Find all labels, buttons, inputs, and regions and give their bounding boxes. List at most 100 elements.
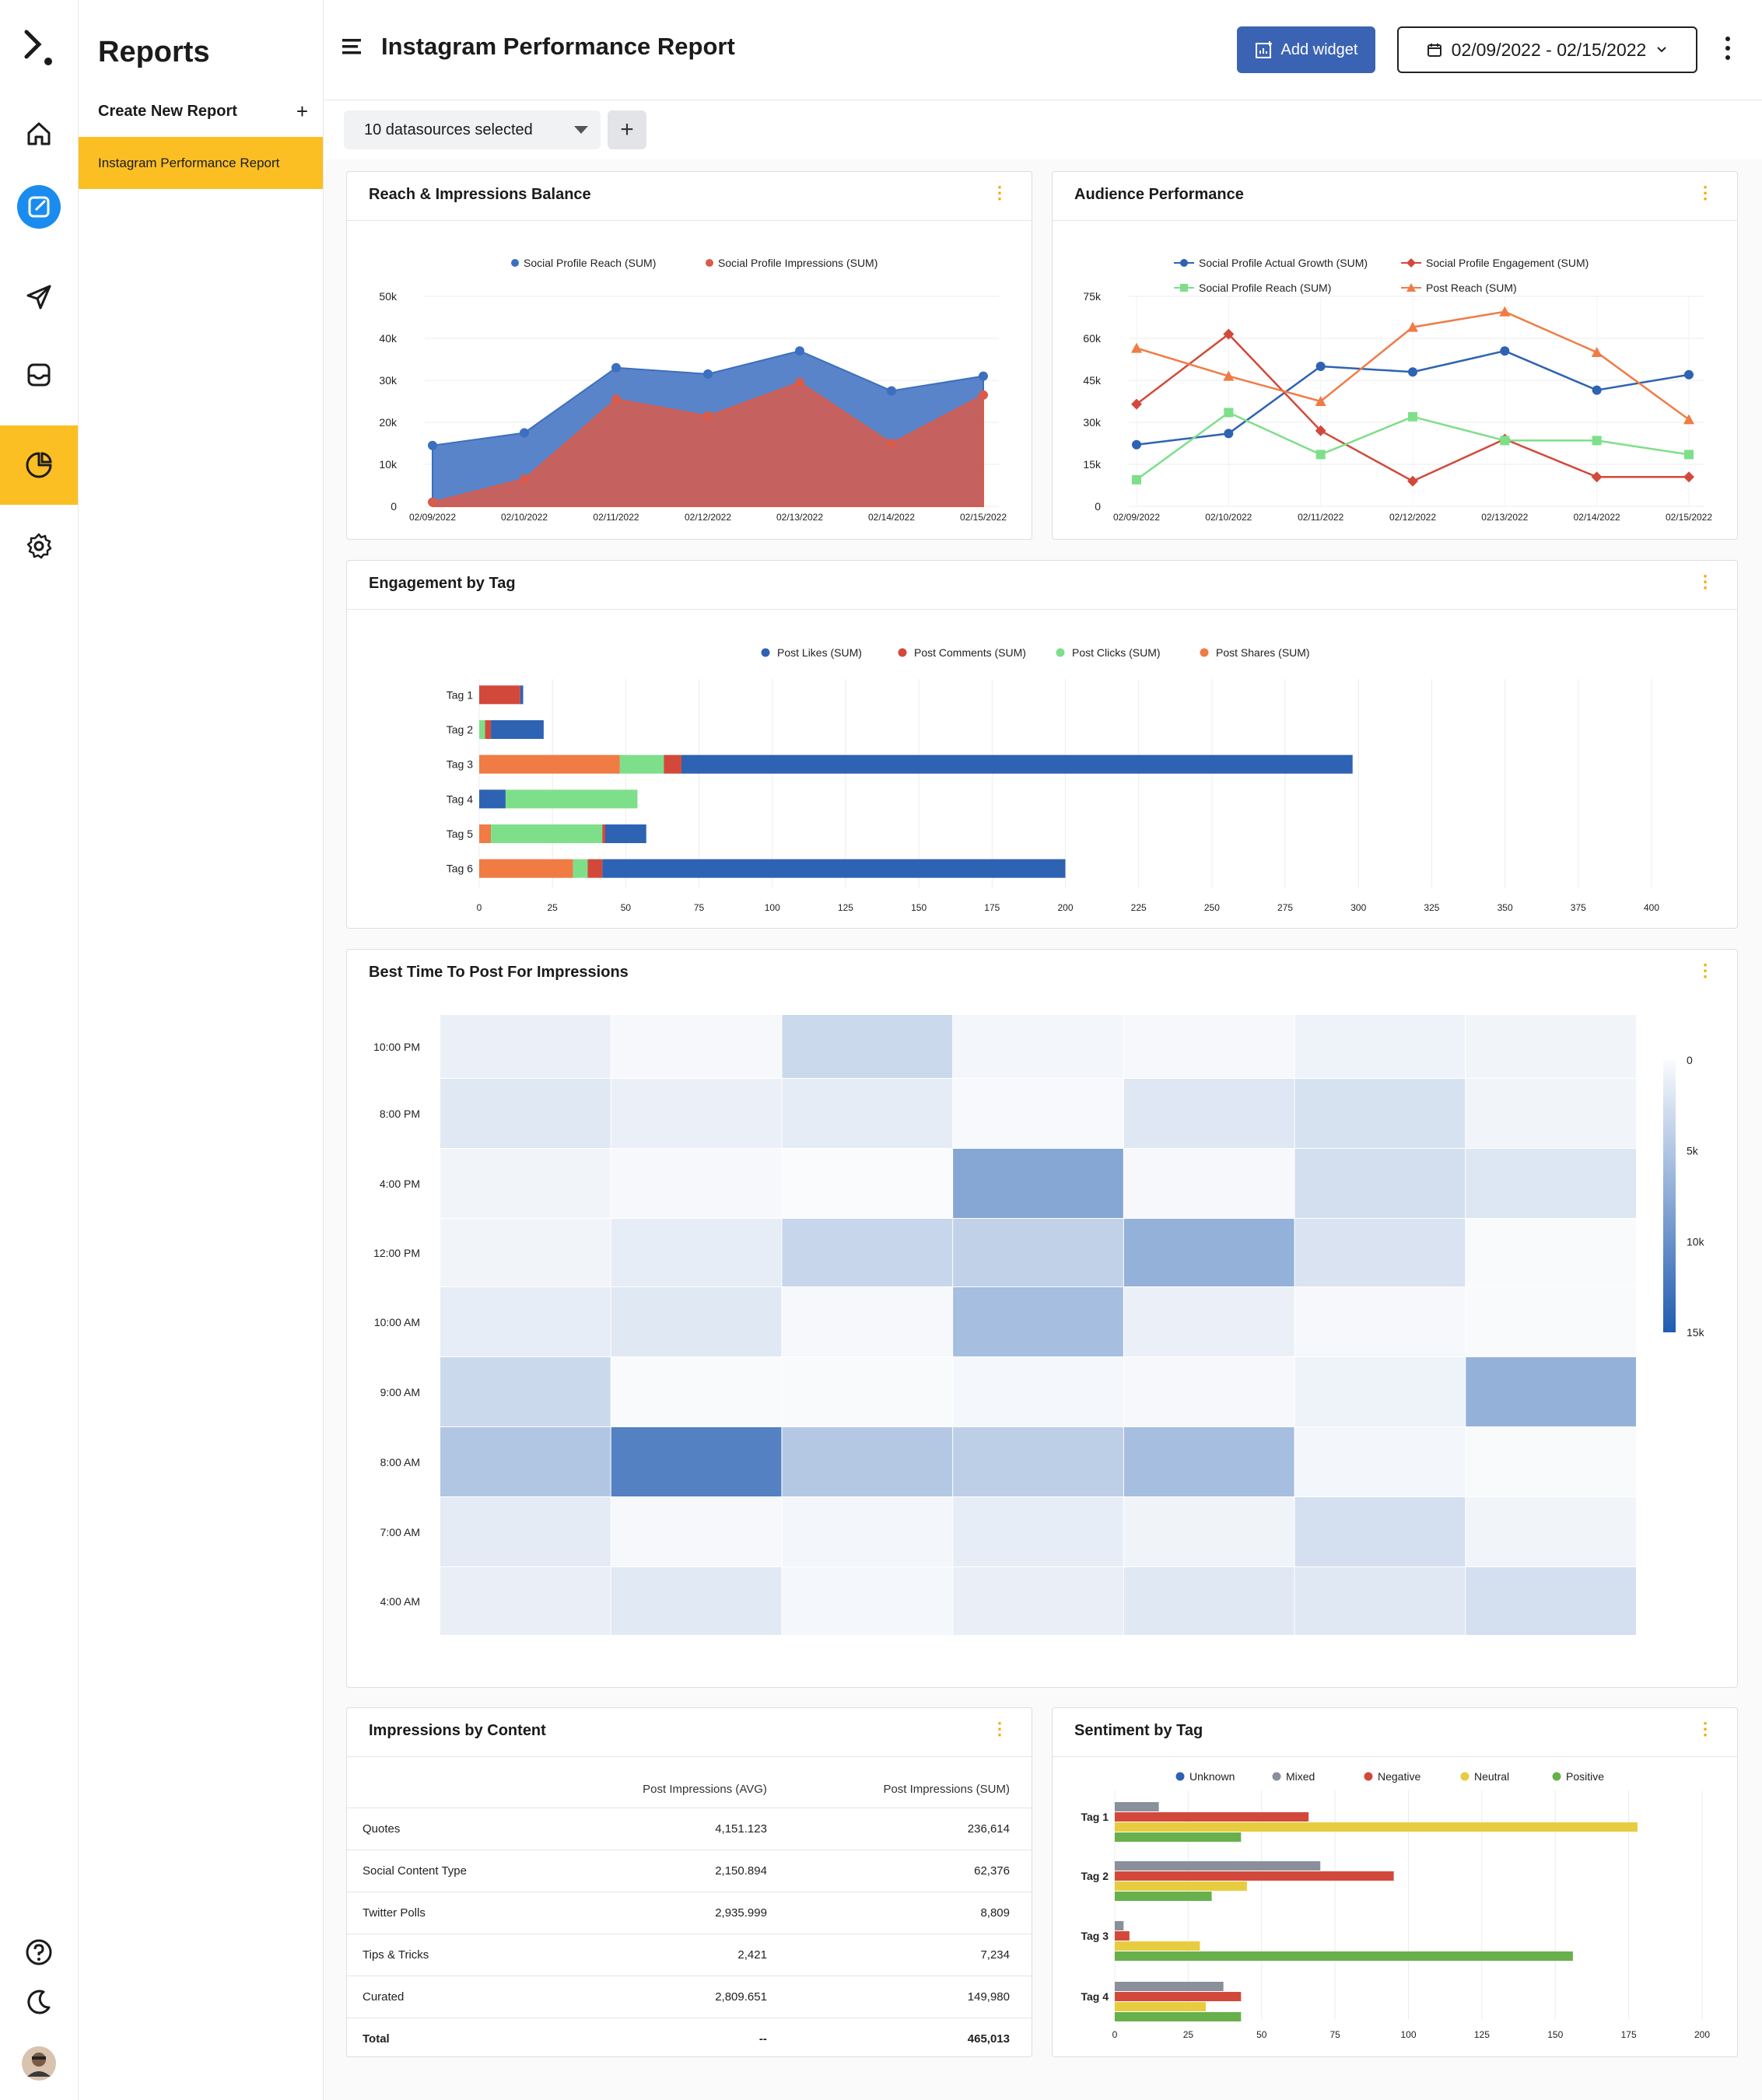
add-datasource-button[interactable]: + [608, 110, 646, 149]
help-icon[interactable] [0, 1935, 78, 1969]
heatmap-cell [782, 1287, 953, 1356]
y-tick-label: 4:00 AM [380, 1595, 420, 1608]
home-icon[interactable] [0, 117, 78, 151]
heatmap-cell [611, 1567, 782, 1635]
y-tick-label: 0 [1095, 500, 1101, 513]
cell-sum: 7,234 [788, 1934, 1032, 1976]
bar-segment [491, 720, 544, 739]
data-point [1499, 306, 1511, 317]
table-total-row: Total -- 465,013 [347, 2018, 1032, 2060]
heatmap-cell [1466, 1567, 1636, 1635]
x-tick-label: 02/10/2022 [1205, 512, 1252, 523]
bar [1115, 1812, 1309, 1822]
data-point [887, 386, 896, 396]
heatmap-cell [440, 1149, 611, 1218]
widget-menu-icon[interactable]: ⋮ [991, 183, 1008, 202]
x-tick-label: 50 [1256, 2029, 1267, 2040]
data-point [1684, 450, 1694, 460]
heatmap-cell [1123, 1497, 1294, 1566]
menu-icon[interactable] [342, 37, 363, 60]
add-widget-button[interactable]: Add widget [1237, 26, 1375, 73]
plus-icon[interactable]: + [296, 99, 308, 123]
heatmap-cell [782, 1357, 953, 1426]
table-row: Curated 2,809.651 149,980 [347, 1976, 1032, 2018]
legend-marker [1552, 1772, 1561, 1781]
bar-segment [520, 685, 524, 705]
y-tick-label: 4:00 PM [380, 1178, 420, 1190]
reports-icon[interactable] [0, 425, 78, 505]
bar-segment [505, 789, 638, 809]
heatmap-cell [953, 1497, 1123, 1566]
heatmap-cell [611, 1287, 782, 1356]
y-tick-label: Tag 4 [1081, 1990, 1109, 2003]
dark-mode-icon[interactable] [0, 1985, 78, 2019]
widget-menu-icon[interactable]: ⋮ [1697, 183, 1714, 202]
icon-rail [0, 0, 79, 2100]
heatmap-cell [1466, 1079, 1636, 1148]
data-point [703, 411, 713, 421]
avatar[interactable] [0, 2044, 78, 2083]
x-tick-label: 02/13/2022 [776, 512, 823, 523]
bar-segment [479, 859, 573, 878]
more-options-icon[interactable] [1724, 36, 1732, 65]
report-item-instagram[interactable]: Instagram Performance Report [79, 137, 323, 189]
widget-menu-icon[interactable]: ⋮ [1697, 961, 1714, 980]
heatmap-cell [440, 1357, 611, 1426]
legend-label: Neutral [1474, 1770, 1509, 1783]
heatmap-cell [611, 1149, 782, 1218]
date-range-label: 02/09/2022 - 02/15/2022 [1451, 39, 1647, 60]
x-tick-label: 02/15/2022 [960, 512, 1007, 523]
bar-segment [605, 824, 646, 843]
heatmap-cell [440, 1015, 611, 1078]
logo-icon[interactable] [0, 23, 78, 78]
heatmap-cell [440, 1497, 611, 1566]
bar-segment [602, 824, 606, 843]
cell-sum: 149,980 [788, 1976, 1032, 2018]
y-tick-label: Tag 6 [447, 863, 473, 875]
legend-marker [1056, 648, 1065, 657]
data-point [1500, 346, 1510, 356]
bar-segment [491, 824, 603, 843]
heatmap-cell [953, 1287, 1123, 1356]
settings-icon[interactable] [0, 529, 78, 563]
bar-segment [602, 859, 1066, 878]
inbox-icon[interactable] [0, 358, 78, 392]
compose-icon[interactable] [0, 184, 78, 230]
widget-menu-icon[interactable]: ⋮ [991, 1719, 1008, 1738]
reach-chart: 0 10k 20k 30k 40k 50k 02/09/2022 02/10/2022 02/1… [379, 257, 1007, 523]
heatmap-cell [1466, 1497, 1636, 1566]
legend-label: Unknown [1189, 1770, 1235, 1783]
x-tick-label: 02/11/2022 [593, 512, 639, 523]
bar-segment [619, 754, 664, 774]
bar [1115, 1822, 1638, 1832]
page-title: Instagram Performance Report [381, 33, 735, 60]
engagement-chart: 0 25 50 75 100 125 150 175 200 225 250 275 300 325 350… [447, 646, 1660, 913]
data-point [520, 428, 529, 438]
bar-segment [479, 685, 520, 705]
widget-menu-icon[interactable]: ⋮ [1697, 572, 1714, 591]
heatmap-cell [1294, 1015, 1466, 1078]
y-tick-label: Tag 5 [447, 828, 473, 840]
create-new-report[interactable]: Create New Report + [98, 100, 308, 123]
bar [1115, 1881, 1247, 1891]
widget-menu-icon[interactable]: ⋮ [1697, 1719, 1714, 1738]
heatmap-cell [440, 1079, 611, 1148]
bar [1115, 1992, 1242, 2001]
heatmap-cell [611, 1015, 782, 1078]
data-point [611, 394, 621, 404]
heatmap-cell [1294, 1497, 1466, 1566]
date-range-picker[interactable]: 02/09/2022 - 02/15/2022 [1397, 26, 1697, 73]
x-tick-label: 75 [1329, 2029, 1340, 2040]
data-point [1407, 321, 1418, 332]
x-tick-label: 02/15/2022 [1666, 512, 1712, 523]
data-point [428, 497, 437, 507]
legend-marker [1180, 284, 1188, 292]
data-point [1500, 436, 1510, 446]
data-point [1223, 328, 1235, 340]
send-icon[interactable] [0, 280, 78, 314]
bar-segment [587, 859, 603, 878]
heatmap-cell [782, 1427, 953, 1496]
widget-title: Impressions by Content [369, 1722, 546, 1739]
datasource-select[interactable]: 10 datasources selected [344, 110, 601, 149]
cell-sum: 236,614 [788, 1808, 1032, 1850]
